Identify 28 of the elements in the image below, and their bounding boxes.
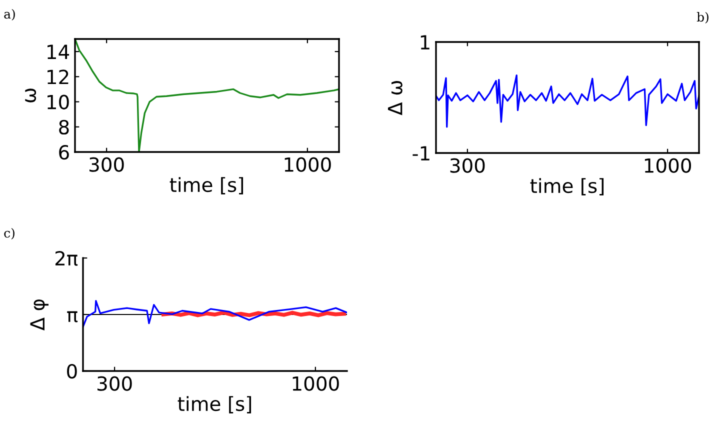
y-axis-title: Δ φ xyxy=(30,299,49,330)
y-tick-label: 0 xyxy=(67,364,77,379)
x-tick-label: 1000 xyxy=(284,157,331,172)
text: c) xyxy=(4,228,14,240)
line-series xyxy=(75,39,339,152)
x-tick-label: 1000 xyxy=(292,376,339,391)
x-axis-title: time [s] xyxy=(530,178,604,196)
text: b) xyxy=(696,12,708,24)
y-tick-label: -1 xyxy=(412,146,430,160)
x-tick-label: 1000 xyxy=(644,158,692,173)
x-tick-label: 300 xyxy=(89,157,124,172)
y-tick-label: 10 xyxy=(48,94,69,110)
y-tick-label: 8 xyxy=(59,120,69,135)
x-tick-label: 300 xyxy=(450,158,485,173)
x-tick-label: 300 xyxy=(97,376,132,391)
line-series xyxy=(83,300,347,328)
y-tick-label: 6 xyxy=(59,144,69,160)
x-axis-title: time [s] xyxy=(178,396,252,414)
y-axis-title: ω xyxy=(25,88,36,102)
x-axis-title: time [s] xyxy=(170,177,244,194)
line-series xyxy=(436,74,699,128)
y-tick-label: 12 xyxy=(48,70,68,84)
text: a) xyxy=(4,9,15,20)
y-tick-label: 2π xyxy=(55,250,78,266)
y-tick-label: 14 xyxy=(48,44,70,59)
y-tick-label: 1 xyxy=(420,35,430,50)
y-axis-title: Δ ω xyxy=(388,80,402,116)
y-tick-label: π xyxy=(67,311,78,322)
